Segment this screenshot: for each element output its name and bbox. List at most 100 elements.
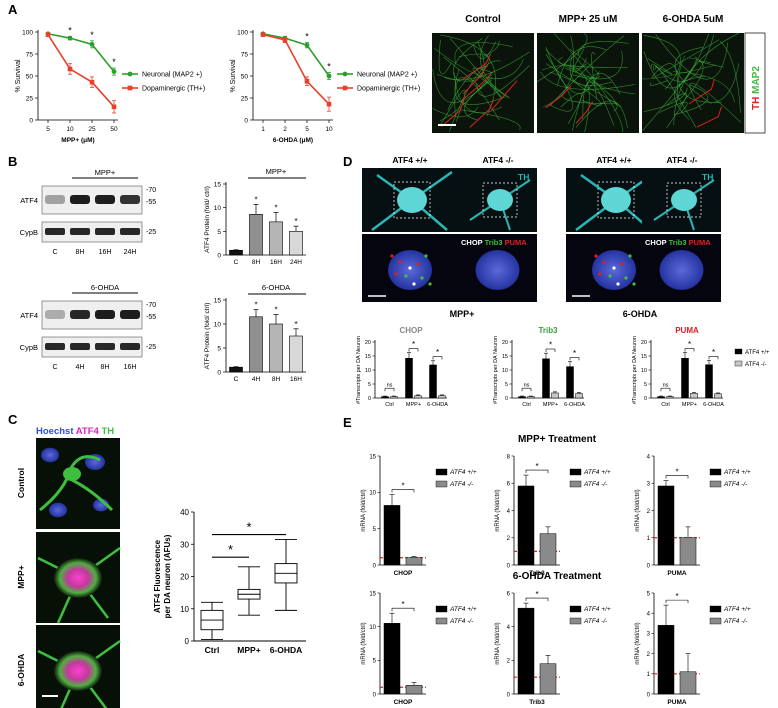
bar (390, 396, 398, 399)
x-axis-label: 6-OHDA (μM) (273, 137, 313, 144)
neurite-fiber (464, 79, 493, 121)
transcript-dot (616, 282, 620, 286)
x-tick-label: 10 (325, 126, 333, 133)
condition-label: 6-OHDA (16, 654, 26, 687)
bar (249, 316, 263, 373)
y-axis-label-1: ATF4 Fluorescence (153, 539, 162, 613)
transcript-dot (628, 254, 632, 258)
series-line (262, 33, 330, 105)
bar (539, 663, 557, 695)
x-tick-label: 8H (272, 376, 281, 383)
mw-marker: -55 (146, 314, 156, 321)
treatment-label: 6-OHDA (262, 283, 290, 292)
y-tick-label: 0 (217, 253, 221, 260)
bar (551, 392, 559, 399)
bar (269, 323, 283, 373)
gene-label: CHOP (394, 570, 413, 577)
bar (575, 393, 583, 399)
x-tick-label: MPP+ (543, 402, 558, 408)
cell-body (63, 467, 81, 481)
neurite-fiber (459, 109, 521, 130)
y-tick-label: 50 (26, 74, 34, 81)
legend-swatch (569, 617, 582, 625)
sig-star: * (274, 203, 277, 212)
neurite-fiber (678, 55, 722, 103)
nucleus (659, 250, 704, 290)
lane-label: 4H (76, 364, 85, 371)
y-axis-label: mRNA (fold/ctrl) (495, 489, 501, 531)
nucleus (41, 447, 59, 463)
sig-label: ns (663, 383, 669, 389)
y-tick-label: 10 (214, 322, 222, 329)
zoom-box (666, 182, 702, 218)
neurite-fiber (476, 65, 530, 97)
nucleus (388, 250, 432, 290)
neurite-fiber (713, 63, 740, 103)
genotype-label: ATF4 -/- (666, 155, 697, 165)
bar (527, 396, 535, 399)
legend-swatch (435, 480, 448, 488)
treatment-label: MPP+ (95, 168, 116, 177)
legend-label: ATF4 -/- (723, 618, 748, 625)
band-atf4 (70, 195, 90, 204)
sig-star: * (274, 305, 277, 314)
x-axis-label: MPP+ (μM) (61, 137, 94, 144)
x-tick-label: 6-OHDA (270, 645, 303, 655)
treatment-label: 6-OHDA (623, 309, 658, 319)
transcript-dot (390, 254, 394, 258)
y-tick-label: 0 (368, 396, 371, 402)
neurite-fiber (449, 60, 501, 132)
y-tick-label: 20 (502, 340, 508, 346)
y-axis-label: #Transcripts per DA Neuron (632, 336, 638, 404)
y-tick-label: 0 (647, 692, 651, 698)
bar (566, 366, 574, 399)
legend-marker (127, 85, 133, 91)
sig-star: * (535, 462, 538, 471)
panel-c-legend: Hoechst ATF4 TH (36, 426, 114, 437)
th-fiber (462, 53, 492, 81)
neurite-fiber (673, 75, 705, 120)
zoom-box (597, 181, 635, 219)
row-label: ATF4 (20, 196, 38, 205)
y-tick-label: 5 (644, 382, 647, 388)
legend-label: Dopaminergic (TH+) (357, 86, 420, 93)
y-axis-label: mRNA (fold/ctrl) (361, 489, 367, 531)
y-tick-label: 15 (214, 298, 222, 305)
gene-label: Trib3 (529, 699, 545, 706)
legend-marker (342, 71, 348, 77)
lane-label: 8H (76, 249, 85, 256)
neurite-fiber (673, 84, 708, 115)
legend-swatch (709, 617, 722, 625)
lane-label: C (52, 249, 57, 256)
nucleus (475, 250, 520, 290)
panel-label-a: A (8, 2, 18, 17)
y-tick-label: 2 (647, 652, 651, 658)
transcript-dot (594, 254, 598, 258)
sig-label: * (412, 340, 415, 349)
bar (289, 231, 303, 256)
sig-star: * (535, 590, 538, 599)
y-axis-label-2: per DA neuron (AFUs) (163, 534, 172, 618)
legend-label: ATF4 -/- (583, 481, 608, 488)
y-tick-label: 10 (214, 205, 222, 212)
neurite-fiber (558, 57, 628, 68)
x-tick-label: C (234, 259, 239, 266)
y-tick-label: 15 (641, 354, 647, 360)
y-tick-label: 0 (507, 692, 511, 698)
bar (681, 357, 689, 399)
legend-hoechst: Hoechst (36, 426, 74, 437)
legend-marker (127, 71, 133, 77)
sig-star: * (294, 320, 297, 329)
sig-bracket (391, 607, 415, 612)
y-tick-label: 10 (641, 368, 647, 374)
y-tick-label: 30 (180, 540, 189, 549)
neurite-fiber (652, 39, 720, 79)
y-tick-label: 0 (373, 563, 377, 569)
sig-star: * (675, 592, 678, 601)
neurite-fiber (659, 101, 688, 113)
channel-legend-box (744, 32, 766, 134)
bar (438, 395, 446, 399)
chart-title: Trib3 (538, 326, 558, 335)
